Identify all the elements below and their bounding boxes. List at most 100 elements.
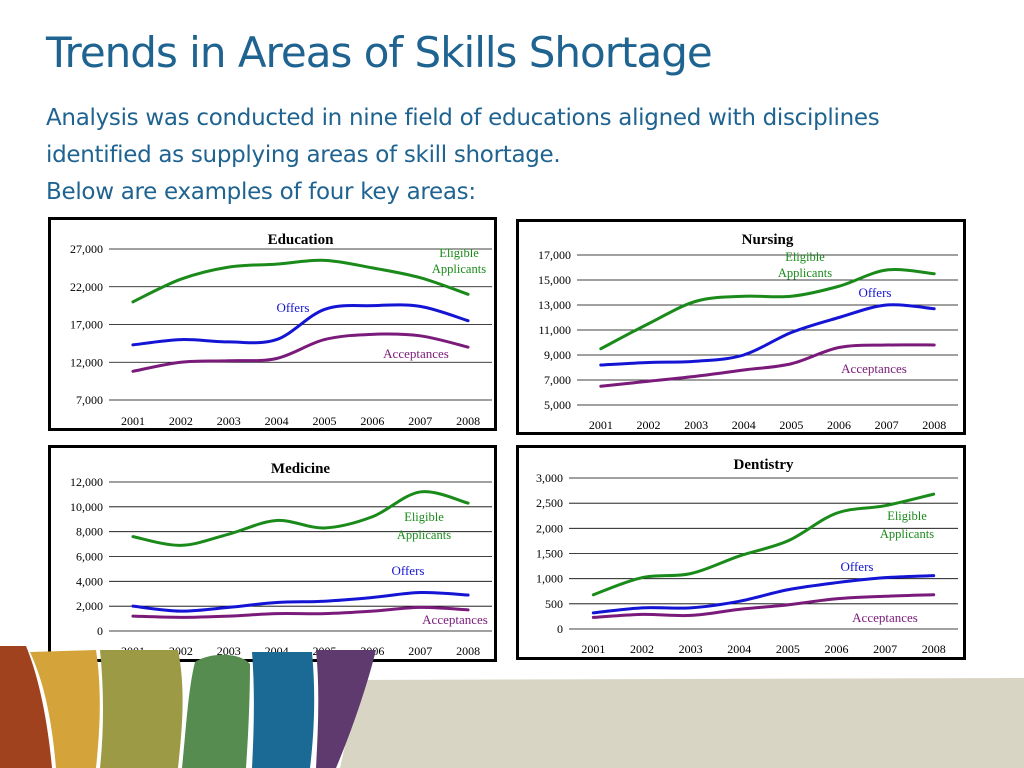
nursing-title: Nursing [742,232,794,248]
nursing-y-tick-label: 17,000 [538,248,571,262]
dentistry-series-label: Applicants [880,527,934,541]
dentistry-x-tick-label: 2003 [679,642,703,656]
dentistry-y-tick-label: 0 [557,622,563,636]
education-chart: Education 7,000 12,000 17,000 22,000 27,000 20… [48,217,497,431]
medicine-series-label: Offers [392,563,425,578]
nursing-series-label: Offers [859,285,892,300]
dentistry-y-tick-label: 3,000 [536,471,563,485]
education-x-tick-label: 2005 [312,414,336,428]
subtitle-line-3: Below are examples of four key areas: [46,179,476,205]
education-title: Education [268,232,335,248]
footer-band [340,678,1024,768]
medicine-series-label: Applicants [397,528,451,542]
nursing-y-tick-label: 11,000 [538,323,571,337]
medicine-y-tick-label: 0 [97,624,103,638]
nursing-chart: Nursing 5,000 7,000 9,000 11,000 13,000 15,000… [516,219,966,435]
dentistry-chart: Dentistry 0 500 1,000 1,500 2,000 2,500 3,000 20… [516,445,966,660]
dentistry-x-tick-label: 2002 [630,642,654,656]
education-y-tick-label: 22,000 [70,280,103,294]
nursing-x-tick-label: 2002 [636,418,660,432]
medicine-y-tick-label: 4,000 [76,574,103,588]
footer-stripe [30,650,100,768]
nursing-series-label: Eligible [785,250,825,264]
education-x-tick-label: 2003 [217,414,241,428]
dentistry-y-tick-label: 2,500 [536,496,563,510]
nursing-y-tick-label: 9,000 [544,348,571,362]
education-series-label: Acceptances [383,346,449,361]
nursing-series-acceptances-line [599,343,936,388]
dentistry-x-tick-label: 2005 [776,642,800,656]
dentistry-x-tick-label: 2006 [824,642,848,656]
slide-title: Trends in Areas of Skills Shortage [46,28,713,77]
nursing-x-tick-label: 2005 [779,418,803,432]
nursing-series-label: Applicants [778,266,832,280]
medicine-y-tick-label: 2,000 [76,599,103,613]
nursing-series-label: Acceptances [841,361,907,376]
subtitle-line-2: identified as supplying areas of skill s… [46,142,561,168]
medicine-y-tick-label: 6,000 [76,550,103,564]
subtitle-line-1: Analysis was conducted in nine field of … [46,105,880,131]
education-x-tick-label: 2001 [121,414,145,428]
footer-stripe [100,650,183,768]
dentistry-series-acceptances-line [591,593,936,619]
dentistry-x-tick-label: 2001 [581,642,605,656]
medicine-series-label: Eligible [404,510,444,524]
education-series-label: Eligible [439,246,479,260]
nursing-y-tick-label: 5,000 [544,398,571,412]
nursing-y-tick-label: 15,000 [538,273,571,287]
education-x-tick-label: 2004 [265,414,289,428]
dentistry-y-tick-label: 2,000 [536,521,563,535]
education-x-tick-label: 2007 [408,414,432,428]
medicine-x-tick-label: 2003 [217,644,241,658]
nursing-series-eligible-applicants-line [599,268,936,351]
medicine-x-tick-label: 2008 [456,644,480,658]
medicine-series-label: Acceptances [422,612,488,627]
dentistry-series-offers-line [591,574,936,615]
education-y-tick-label: 27,000 [70,242,103,256]
education-y-tick-label: 12,000 [70,355,103,369]
education-series-offers-line [131,303,470,347]
education-y-tick-label: 7,000 [76,393,103,407]
nursing-x-tick-label: 2006 [827,418,851,432]
medicine-series-eligible-applicants-line [131,490,470,547]
education-x-tick-label: 2006 [360,414,384,428]
medicine-y-tick-label: 12,000 [70,475,103,489]
nursing-x-tick-label: 2004 [732,418,756,432]
dentistry-series-eligible-applicants-line [591,492,936,597]
education-series-label: Offers [277,300,310,315]
dentistry-series-label: Offers [841,559,874,574]
education-series-acceptances-line [131,332,470,373]
nursing-x-tick-label: 2001 [589,418,613,432]
footer-stripe [252,652,315,768]
education-x-tick-label: 2008 [456,414,480,428]
footer-stripe [316,650,376,768]
slide-subtitle: Analysis was conducted in nine field of … [46,100,1006,211]
dentistry-svg: Dentistry 0 500 1,000 1,500 2,000 2,500 3,000 20… [536,457,958,656]
nursing-series-offers-line [599,303,936,367]
dentistry-y-tick-label: 1,000 [536,572,563,586]
dentistry-title: Dentistry [734,457,794,473]
education-svg: Education 7,000 12,000 17,000 22,000 27,000 20… [70,232,492,428]
medicine-x-tick-label: 2007 [408,644,432,658]
nursing-x-tick-label: 2003 [684,418,708,432]
education-x-tick-label: 2002 [169,414,193,428]
education-y-tick-label: 17,000 [70,318,103,332]
dentistry-series-label: Eligible [887,509,927,523]
dentistry-y-tick-label: 1,500 [536,547,563,561]
education-series-label: Applicants [432,262,486,276]
dentistry-y-tick-label: 500 [545,597,563,611]
medicine-y-tick-label: 8,000 [76,525,103,539]
footer-decoration [0,646,1024,768]
medicine-series-offers-line [131,590,470,613]
dentistry-x-tick-label: 2007 [873,642,897,656]
nursing-y-tick-label: 13,000 [538,298,571,312]
dentistry-x-tick-label: 2008 [922,642,946,656]
dentistry-x-tick-label: 2004 [727,642,751,656]
medicine-series-acceptances-line [131,605,470,619]
nursing-x-tick-label: 2007 [875,418,899,432]
education-series-eligible-applicants-line [131,258,470,304]
medicine-svg: Medicine 0 2,000 4,000 6,000 8,000 10,000 12,00… [70,461,492,658]
nursing-svg: Nursing 5,000 7,000 9,000 11,000 13,000 15,000… [538,232,958,432]
footer-stripe [182,654,250,768]
medicine-chart: Medicine 0 2,000 4,000 6,000 8,000 10,000 12,00… [48,445,497,662]
